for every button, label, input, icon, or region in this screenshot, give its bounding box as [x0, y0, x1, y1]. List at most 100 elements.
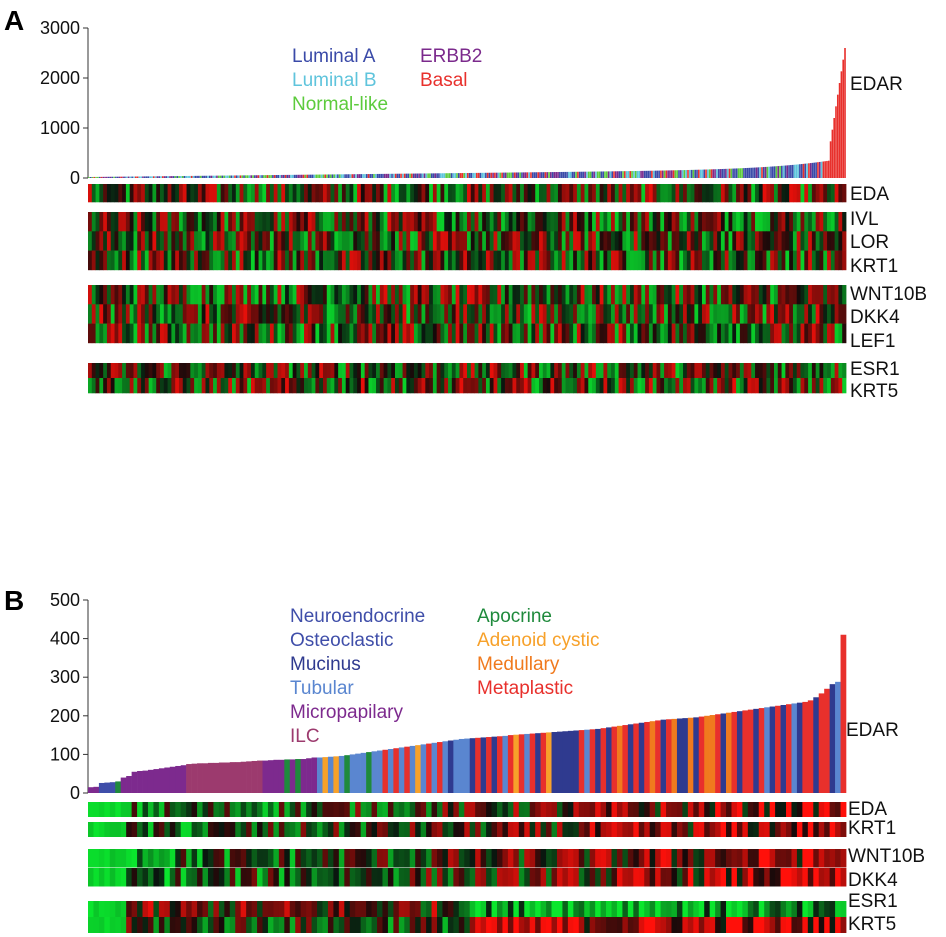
- heat-cell: [345, 304, 350, 324]
- heat-cell: [686, 363, 692, 379]
- bar: [546, 732, 552, 793]
- heat-cell: [546, 917, 552, 933]
- heat-cell: [527, 285, 532, 305]
- bar: [261, 175, 263, 178]
- bar: [620, 171, 623, 178]
- heat-cell: [426, 802, 432, 817]
- bar: [844, 48, 846, 178]
- heat-cell: [463, 231, 468, 251]
- heat-cell: [379, 212, 385, 232]
- heat-cell: [478, 212, 483, 232]
- bar: [138, 176, 141, 178]
- heat-cell: [246, 849, 252, 868]
- heat-cell: [773, 304, 779, 324]
- heat-cell: [326, 231, 331, 251]
- heat-cell: [158, 822, 165, 837]
- heat-cell: [191, 849, 198, 868]
- bar: [731, 711, 738, 793]
- bar: [262, 760, 269, 793]
- heat-cell: [216, 285, 222, 305]
- heat-cell: [194, 184, 199, 203]
- heat-cell: [589, 901, 596, 917]
- legend-entry: Luminal A: [292, 46, 376, 67]
- heat-cell: [489, 231, 494, 251]
- heat-cell: [437, 822, 443, 837]
- heat-cell: [656, 304, 661, 324]
- heat-cell: [781, 250, 786, 271]
- heat-cell: [334, 378, 339, 394]
- heat-cell: [167, 212, 172, 232]
- heat-cell: [811, 184, 817, 203]
- heat-cell: [357, 378, 362, 394]
- heat-cell: [842, 304, 847, 324]
- heat-cell: [785, 363, 790, 379]
- heat-cell: [701, 323, 707, 344]
- heat-cell: [796, 849, 803, 868]
- gene-label: KRT5: [850, 381, 898, 402]
- heat-cell: [273, 868, 280, 887]
- heat-cell: [326, 323, 331, 344]
- heat-cell: [110, 323, 115, 344]
- bar: [769, 706, 776, 793]
- heat-cell: [394, 323, 400, 344]
- heat-cell: [709, 184, 714, 203]
- heat-cell: [592, 250, 597, 271]
- heat-cell: [480, 822, 487, 837]
- heat-cell: [660, 304, 665, 324]
- heat-cell: [709, 822, 716, 837]
- heat-cell: [180, 917, 187, 933]
- heat-cell: [366, 822, 372, 837]
- heat-cell: [502, 822, 509, 837]
- heat-cell: [802, 802, 809, 817]
- heat-cell: [455, 363, 460, 379]
- heat-cell: [125, 285, 131, 305]
- bar: [317, 174, 319, 178]
- heat-cell: [327, 901, 334, 917]
- heat-cell: [455, 212, 460, 232]
- heat-cell: [366, 901, 372, 917]
- heat-cell: [296, 363, 301, 379]
- heat-cell: [122, 378, 127, 394]
- heat-cell: [671, 304, 676, 324]
- bar: [246, 175, 249, 178]
- bar: [207, 175, 209, 178]
- heat-cell: [152, 212, 157, 232]
- heat-cell: [197, 231, 203, 251]
- heat-cell: [480, 802, 487, 817]
- bar: [160, 176, 162, 178]
- bar: [802, 701, 809, 793]
- bar: [445, 173, 447, 178]
- heat-cell: [824, 917, 831, 933]
- heat-cell: [95, 285, 100, 305]
- heat-cell: [747, 917, 754, 933]
- bar: [328, 174, 330, 178]
- heat-cell: [720, 184, 726, 203]
- heat-cell: [304, 231, 309, 251]
- bar: [533, 172, 536, 178]
- heat-cell: [250, 231, 256, 251]
- heat-cell: [156, 212, 161, 232]
- heat-cell: [205, 212, 210, 232]
- bar: [772, 166, 774, 178]
- heat-cell: [410, 231, 415, 251]
- bar: [289, 759, 296, 793]
- heat-cell: [535, 304, 540, 324]
- bar: [788, 165, 790, 178]
- heat-cell: [785, 212, 790, 232]
- heat-cell: [683, 231, 688, 251]
- bar: [562, 171, 565, 178]
- heat-cell: [232, 231, 237, 251]
- heat-cell: [766, 323, 771, 344]
- bar: [559, 171, 561, 178]
- heat-cell: [606, 917, 612, 933]
- heat-cell: [344, 849, 351, 868]
- heat-cell: [175, 917, 182, 933]
- heat-cell: [789, 378, 794, 394]
- heat-cell: [258, 231, 263, 251]
- heat-cell: [267, 917, 274, 933]
- heat-cell: [824, 822, 831, 837]
- heat-cell: [736, 917, 743, 933]
- heat-cell: [474, 285, 479, 305]
- heat-cell: [600, 822, 607, 837]
- heat-cell: [372, 323, 377, 344]
